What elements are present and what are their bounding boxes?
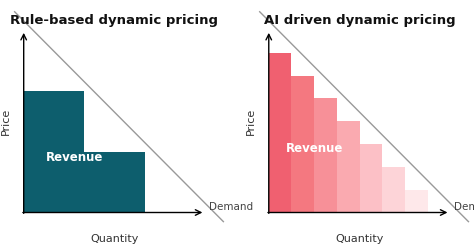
Bar [24, 91, 84, 212]
Title: Rule-based dynamic pricing: Rule-based dynamic pricing [10, 14, 219, 28]
Bar [269, 167, 405, 212]
Bar [84, 30, 205, 91]
Text: Revenue: Revenue [285, 142, 343, 155]
Bar [269, 76, 314, 212]
Bar [145, 30, 205, 152]
Text: Quantity: Quantity [335, 234, 384, 244]
Text: Demand: Demand [209, 202, 253, 212]
Text: Quantity: Quantity [90, 234, 139, 244]
Bar [269, 98, 337, 212]
Text: Demand: Demand [454, 202, 474, 212]
Text: Price: Price [0, 108, 10, 135]
Title: AI driven dynamic pricing: AI driven dynamic pricing [264, 14, 456, 28]
Bar [24, 152, 145, 212]
Bar [269, 121, 360, 212]
Bar [269, 190, 428, 212]
Text: Price: Price [246, 108, 255, 135]
Bar [269, 144, 382, 212]
Text: Revenue: Revenue [46, 151, 103, 164]
Bar [269, 53, 292, 212]
